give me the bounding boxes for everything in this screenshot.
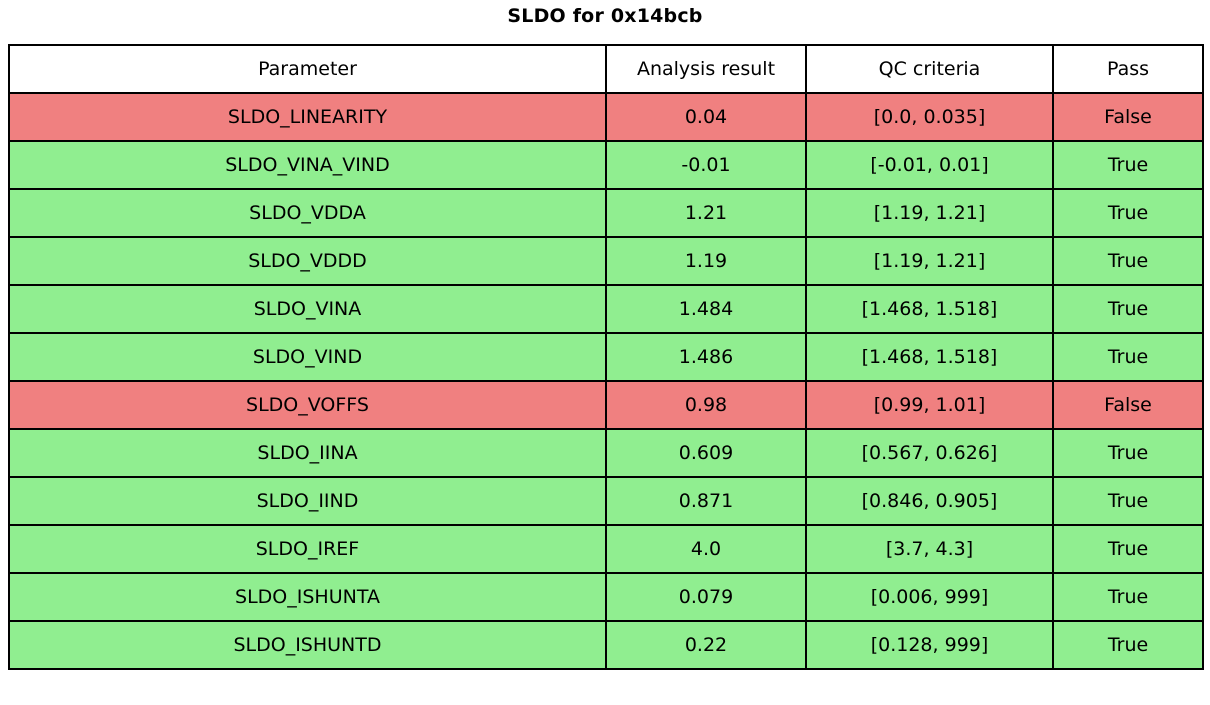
parameter-cell: SLDO_ISHUNTA [8,572,607,622]
result-cell: 0.871 [605,476,807,526]
header-qc-criteria: QC criteria [805,44,1054,94]
result-cell: 0.04 [605,92,807,142]
criteria-cell: [0.128, 999] [805,620,1054,670]
criteria-cell: [3.7, 4.3] [805,524,1054,574]
pass-cell: True [1052,284,1204,334]
criteria-cell: [-0.01, 0.01] [805,140,1054,190]
table-row: SLDO_IIND 0.871 [0.846, 0.905] True [8,476,1204,526]
parameter-cell: SLDO_VOFFS [8,380,607,430]
parameter-cell: SLDO_ISHUNTD [8,620,607,670]
pass-cell: True [1052,524,1204,574]
table-row: SLDO_VDDA 1.21 [1.19, 1.21] True [8,188,1204,238]
parameter-cell: SLDO_LINEARITY [8,92,607,142]
table-row: SLDO_ISHUNTA 0.079 [0.006, 999] True [8,572,1204,622]
pass-cell: True [1052,572,1204,622]
table-row: SLDO_VIND 1.486 [1.468, 1.518] True [8,332,1204,382]
result-cell: 0.079 [605,572,807,622]
criteria-cell: [0.0, 0.035] [805,92,1054,142]
parameter-cell: SLDO_IREF [8,524,607,574]
result-cell: 1.484 [605,284,807,334]
pass-cell: True [1052,140,1204,190]
table-row: SLDO_VDDD 1.19 [1.19, 1.21] True [8,236,1204,286]
result-cell: 0.609 [605,428,807,478]
table-body: SLDO_LINEARITY 0.04 [0.0, 0.035] False S… [8,92,1204,670]
parameter-cell: SLDO_VINA [8,284,607,334]
pass-cell: True [1052,188,1204,238]
header-row: Parameter Analysis result QC criteria Pa… [8,44,1204,94]
pass-cell: True [1052,620,1204,670]
pass-cell: False [1052,380,1204,430]
table-row: SLDO_VINA 1.484 [1.468, 1.518] True [8,284,1204,334]
criteria-cell: [0.567, 0.626] [805,428,1054,478]
criteria-cell: [0.006, 999] [805,572,1054,622]
chart-title: SLDO for 0x14bcb [507,5,703,27]
criteria-cell: [0.846, 0.905] [805,476,1054,526]
table-header: Parameter Analysis result QC criteria Pa… [8,44,1204,94]
parameter-cell: SLDO_VDDD [8,236,607,286]
criteria-cell: [0.99, 1.01] [805,380,1054,430]
table-row: SLDO_LINEARITY 0.04 [0.0, 0.035] False [8,92,1204,142]
pass-cell: True [1052,332,1204,382]
table-row: SLDO_VINA_VIND -0.01 [-0.01, 0.01] True [8,140,1204,190]
criteria-cell: [1.468, 1.518] [805,332,1054,382]
pass-cell: True [1052,236,1204,286]
table-row: SLDO_VOFFS 0.98 [0.99, 1.01] False [8,380,1204,430]
criteria-cell: [1.468, 1.518] [805,284,1054,334]
result-cell: 1.19 [605,236,807,286]
header-pass: Pass [1052,44,1204,94]
result-cell: 0.22 [605,620,807,670]
result-cell: 0.98 [605,380,807,430]
result-cell: -0.01 [605,140,807,190]
parameter-cell: SLDO_VIND [8,332,607,382]
criteria-cell: [1.19, 1.21] [805,236,1054,286]
qc-results-table: Parameter Analysis result QC criteria Pa… [8,44,1204,670]
parameter-cell: SLDO_IINA [8,428,607,478]
parameter-cell: SLDO_VINA_VIND [8,140,607,190]
table-row: SLDO_IREF 4.0 [3.7, 4.3] True [8,524,1204,574]
pass-cell: False [1052,92,1204,142]
table-row: SLDO_IINA 0.609 [0.567, 0.626] True [8,428,1204,478]
criteria-cell: [1.19, 1.21] [805,188,1054,238]
result-cell: 1.21 [605,188,807,238]
parameter-cell: SLDO_IIND [8,476,607,526]
pass-cell: True [1052,428,1204,478]
result-cell: 4.0 [605,524,807,574]
pass-cell: True [1052,476,1204,526]
header-analysis-result: Analysis result [605,44,807,94]
header-parameter: Parameter [8,44,607,94]
table-row: SLDO_ISHUNTD 0.22 [0.128, 999] True [8,620,1204,670]
parameter-cell: SLDO_VDDA [8,188,607,238]
result-cell: 1.486 [605,332,807,382]
